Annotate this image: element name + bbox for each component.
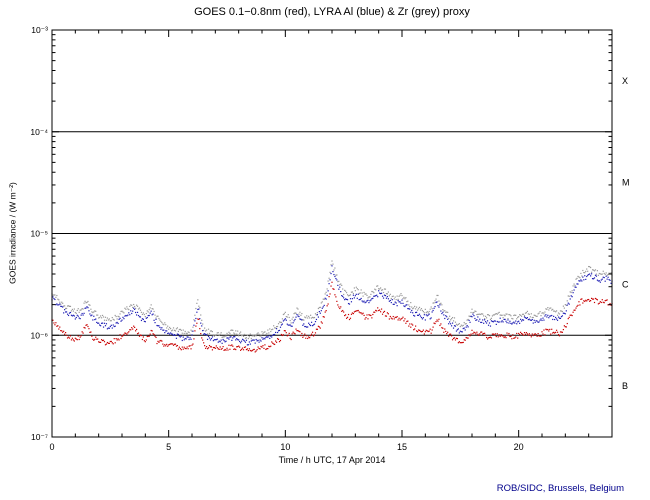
svg-text:20: 20 <box>514 442 524 452</box>
svg-text:10⁻⁴: 10⁻⁴ <box>30 127 48 137</box>
svg-text:B: B <box>622 381 628 391</box>
svg-text:10⁻⁷: 10⁻⁷ <box>31 432 48 442</box>
svg-text:10⁻⁶: 10⁻⁶ <box>31 330 48 340</box>
svg-text:C: C <box>622 279 629 289</box>
svg-text:5: 5 <box>166 442 171 452</box>
footer-credit: ROB/SIDC, Brussels, Belgium <box>496 483 624 494</box>
svg-text:15: 15 <box>397 442 407 452</box>
svg-text:10⁻⁵: 10⁻⁵ <box>31 229 48 239</box>
svg-text:X: X <box>622 76 628 86</box>
svg-text:10⁻³: 10⁻³ <box>31 25 48 35</box>
y-axis-label: GOES irradiance / (W m⁻²) <box>7 182 18 284</box>
svg-text:M: M <box>622 178 630 188</box>
svg-text:10: 10 <box>280 442 290 452</box>
chart-title: GOES 0.1−0.8nm (red), LYRA Al (blue) & Z… <box>194 6 470 18</box>
x-axis-label: Time / h UTC, 17 Apr 2014 <box>278 455 386 465</box>
svg-text:0: 0 <box>49 442 54 452</box>
